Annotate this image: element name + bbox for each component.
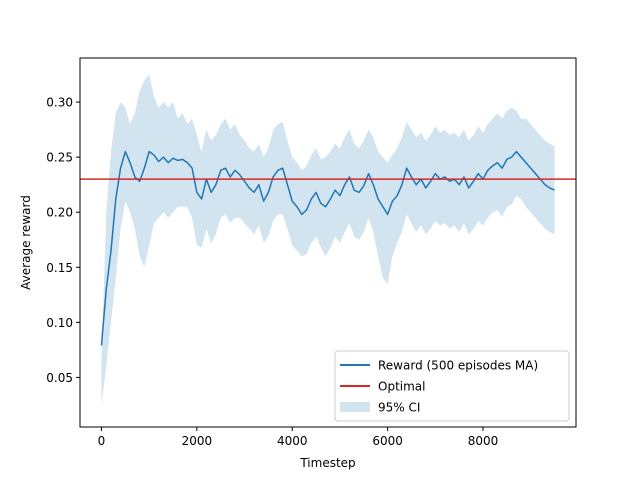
x-axis-ticks: 0 2000 4000 6000 8000: [98, 427, 499, 448]
y-tick-label: 0.25: [46, 151, 73, 165]
x-tick-label: 8000: [468, 434, 499, 448]
y-axis-label: Average reward: [19, 195, 33, 290]
y-tick-label: 0.20: [46, 206, 73, 220]
y-tick-label: 0.30: [46, 96, 73, 110]
legend-ci-label: 95% CI: [378, 401, 420, 415]
reward-line-layer: [100, 150, 555, 346]
legend-reward-label: Reward (500 episodes MA): [378, 359, 538, 373]
ci-band-layer: [101, 74, 555, 405]
plot-area-frame: [79, 57, 577, 428]
ci-band: [101, 74, 555, 405]
reward-line: [100, 150, 555, 346]
legend-box: [334, 350, 570, 422]
legend-ci-swatch: [340, 402, 370, 412]
y-tick-label: 0.05: [46, 371, 73, 385]
x-axis-label: Timestep: [299, 456, 355, 470]
y-tick-label: 0.15: [46, 261, 73, 275]
x-tick-label: 2000: [182, 434, 213, 448]
x-tick-label: 4000: [277, 434, 308, 448]
legend: Reward (500 episodes MA) Optimal 95% CI: [334, 350, 570, 422]
legend-optimal-label: Optimal: [378, 380, 425, 394]
x-tick-label: 6000: [372, 434, 403, 448]
y-tick-label: 0.10: [46, 316, 73, 330]
y-axis-ticks: 0.05 0.10 0.15 0.20 0.25 0.30: [46, 96, 80, 385]
x-tick-label: 0: [98, 434, 106, 448]
